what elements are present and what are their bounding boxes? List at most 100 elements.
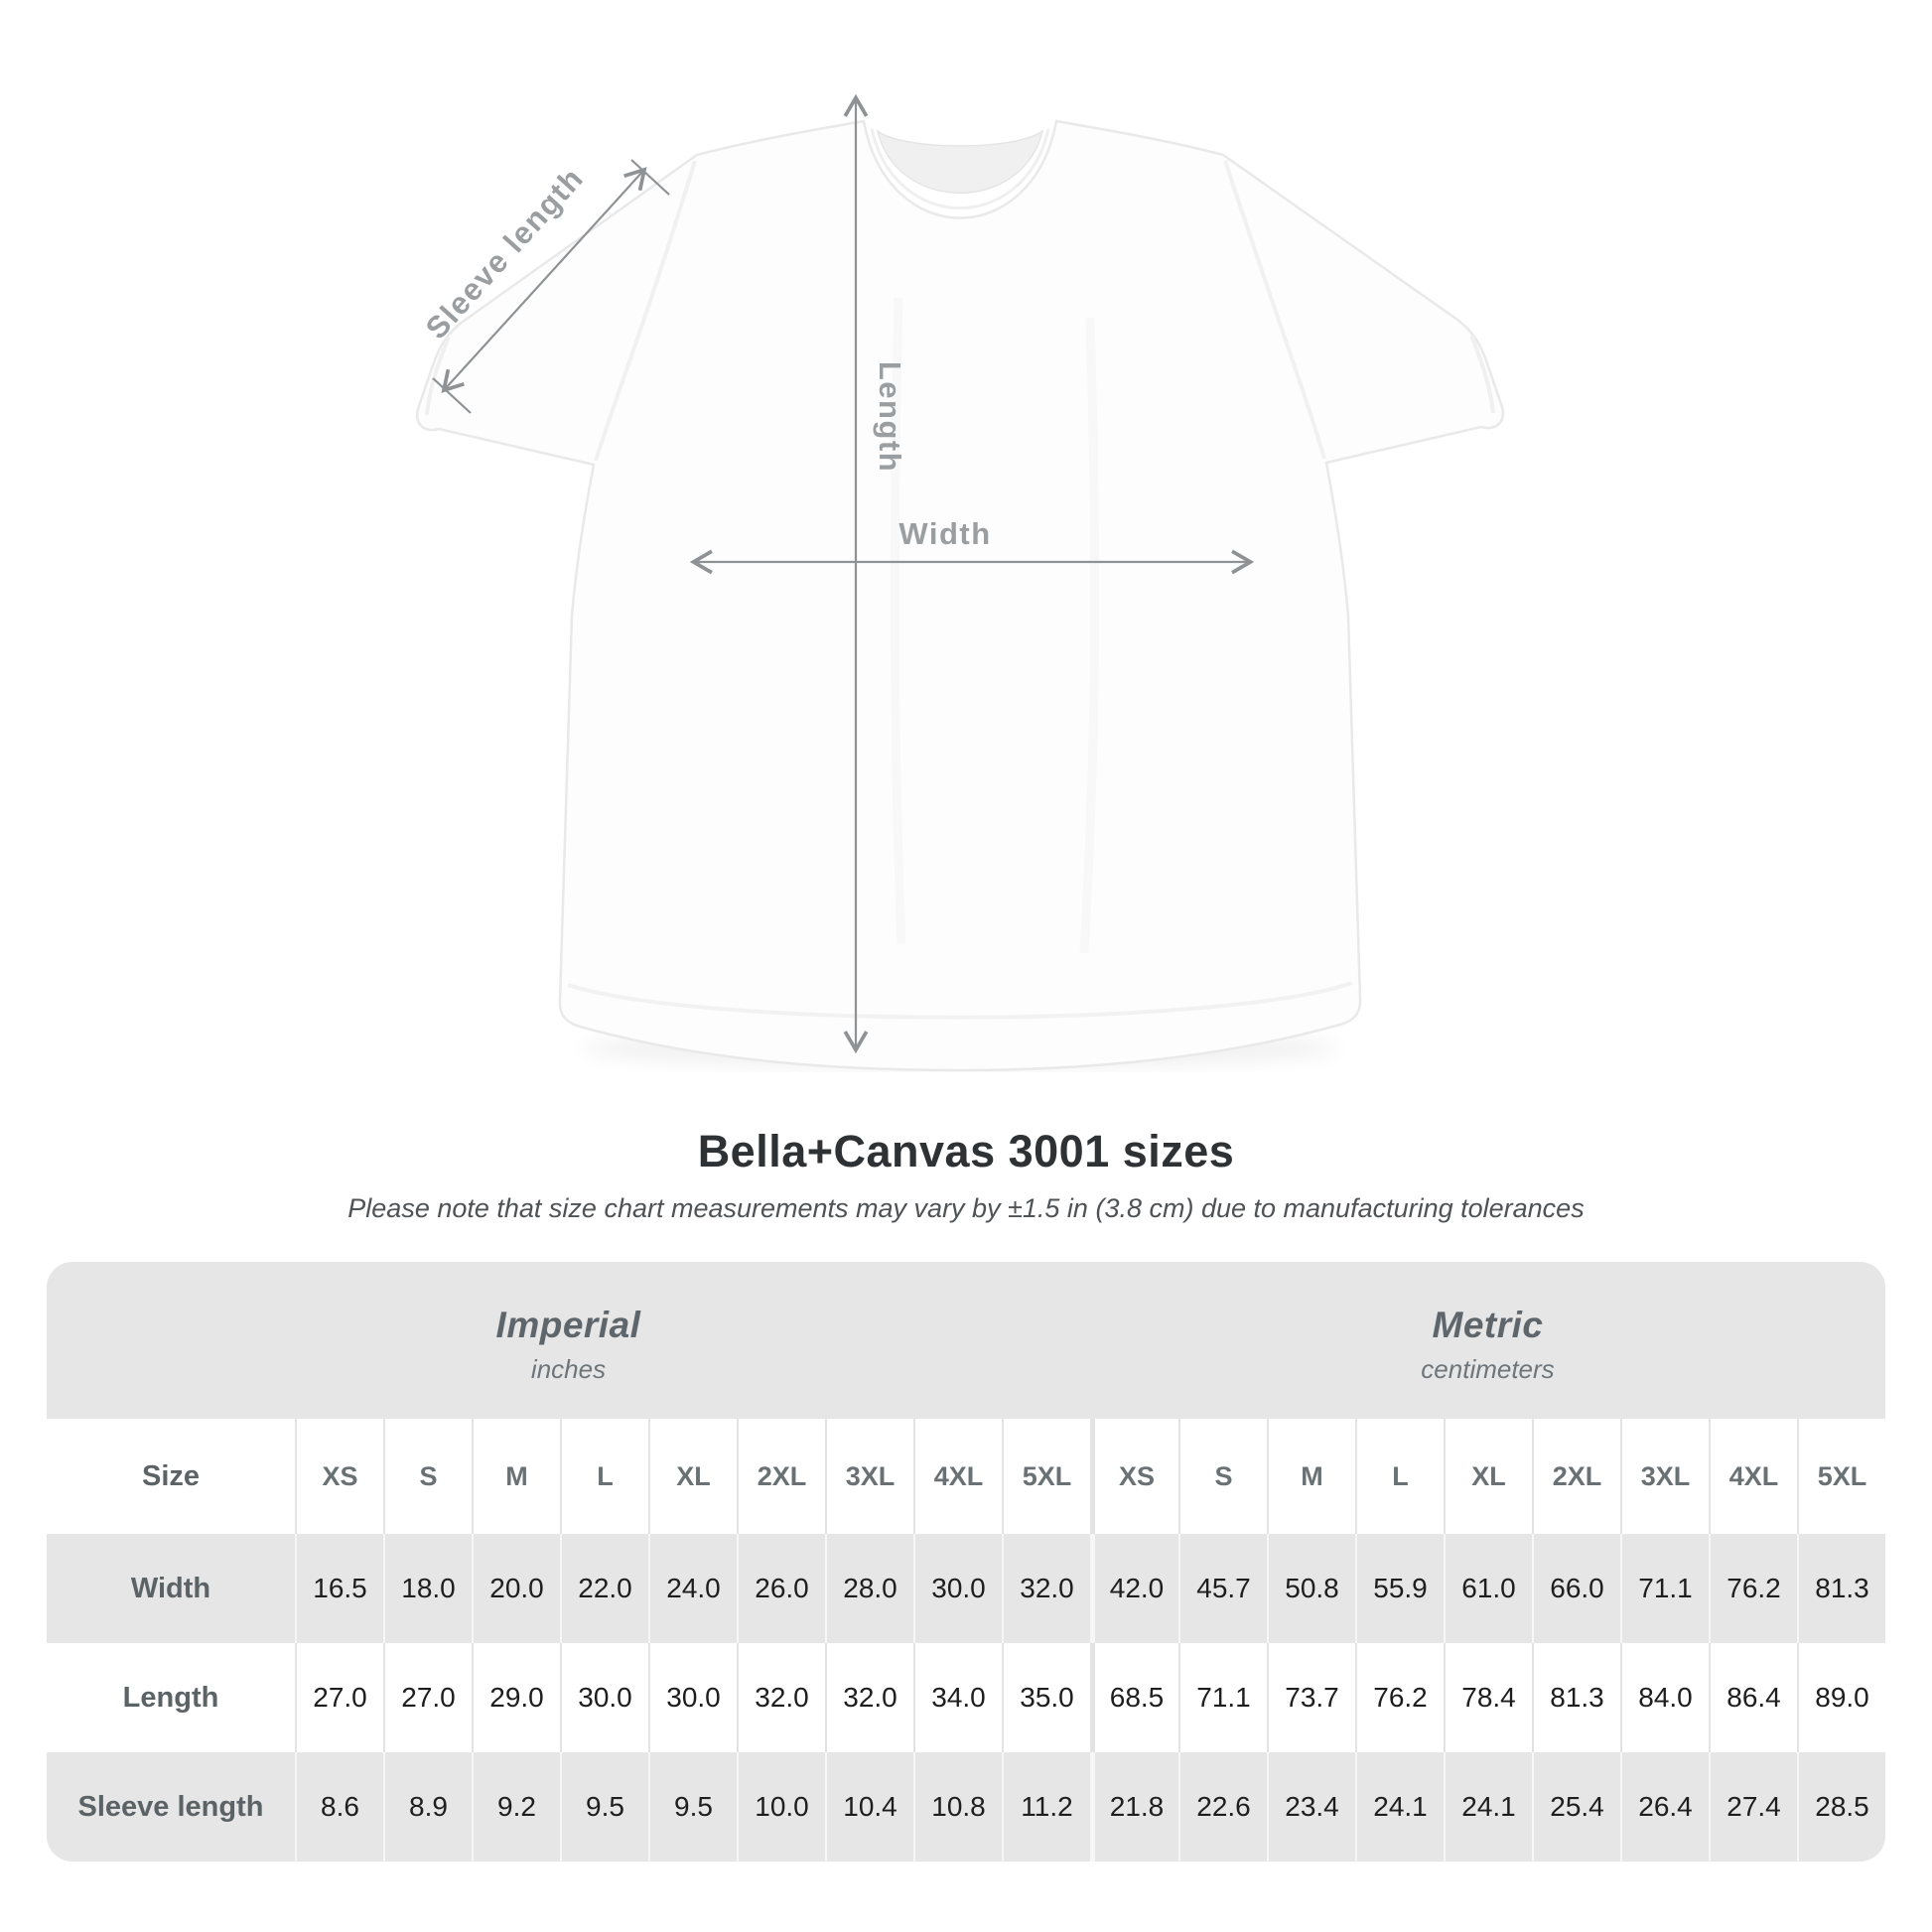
size-value-cell: 71.1: [1178, 1643, 1267, 1752]
imperial-units: inches: [530, 1353, 607, 1384]
size-value-cell: 23.4: [1267, 1752, 1355, 1862]
size-value-cell: 76.2: [1355, 1643, 1444, 1752]
size-value-cell: 9.2: [472, 1752, 560, 1862]
size-value-cell: 81.3: [1532, 1643, 1620, 1752]
size-value-cell: 50.8: [1267, 1534, 1355, 1643]
page-subtitle: Please note that size chart measurements…: [347, 1193, 1585, 1223]
width-label: Width: [898, 516, 991, 551]
size-value-cell: 34.0: [913, 1643, 1002, 1752]
size-value-cell: 30.0: [648, 1643, 737, 1752]
size-value-cell: 8.9: [383, 1752, 472, 1862]
size-value-cell: 22.0: [560, 1534, 648, 1643]
size-grid: Size XS S M L XL 2XL 3XL 4XL 5XL XS S M L XL 2XL 3XL 4XL 5…: [47, 1419, 1885, 1862]
size-value-cell: 76.2: [1709, 1534, 1797, 1643]
size-col-header: 4XL: [913, 1419, 1002, 1534]
size-value-cell: 89.0: [1797, 1643, 1885, 1752]
row-label: Width: [47, 1534, 295, 1643]
size-value-cell: 35.0: [1002, 1643, 1090, 1752]
size-col-header: L: [1355, 1419, 1444, 1534]
metric-units: centimeters: [1421, 1353, 1555, 1384]
imperial-title: Imperial: [495, 1304, 641, 1345]
size-value-cell: 78.4: [1444, 1643, 1532, 1752]
size-col-header: 4XL: [1709, 1419, 1797, 1534]
fold-line-1: [890, 297, 906, 944]
hem-line: [567, 981, 1353, 1020]
size-col-header: XS: [295, 1419, 383, 1534]
size-value-cell: 10.0: [737, 1752, 825, 1862]
size-value-cell: 11.2: [1002, 1752, 1090, 1862]
size-value-cell: 20.0: [472, 1534, 560, 1643]
size-col-header: 3XL: [1620, 1419, 1709, 1534]
sleeve-seam-right: [1223, 160, 1326, 460]
tshirt-diagram: Sleeve length Length Width: [415, 93, 1505, 1072]
size-value-cell: 27.0: [295, 1643, 383, 1752]
size-value-cell: 29.0: [472, 1643, 560, 1752]
collar-opening: [876, 129, 1044, 194]
sleeve-length-tick-top: [630, 159, 670, 196]
size-value-cell: 27.4: [1709, 1752, 1797, 1862]
fold-line-2: [1079, 317, 1100, 954]
size-col-header: L: [560, 1419, 648, 1534]
size-value-cell: 71.1: [1620, 1534, 1709, 1643]
size-value-cell: 28.5: [1797, 1752, 1885, 1862]
size-value-cell: 24.0: [648, 1534, 737, 1643]
size-col-header: 5XL: [1797, 1419, 1885, 1534]
size-value-cell: 32.0: [1002, 1534, 1090, 1643]
size-value-cell: 84.0: [1620, 1643, 1709, 1752]
size-col-header: M: [472, 1419, 560, 1534]
size-value-cell: 42.0: [1090, 1534, 1178, 1643]
size-col-header: XL: [1444, 1419, 1532, 1534]
size-header-label: Size: [47, 1419, 295, 1534]
size-value-cell: 61.0: [1444, 1534, 1532, 1643]
size-value-cell: 18.0: [383, 1534, 472, 1643]
size-col-header: 5XL: [1002, 1419, 1090, 1534]
size-value-cell: 30.0: [913, 1534, 1002, 1643]
size-value-cell: 10.4: [825, 1752, 913, 1862]
imperial-section-header: Imperial inches: [47, 1262, 1090, 1419]
size-value-cell: 24.1: [1444, 1752, 1532, 1862]
size-col-header: 3XL: [825, 1419, 913, 1534]
size-value-cell: 30.0: [560, 1643, 648, 1752]
size-col-header: 2XL: [737, 1419, 825, 1534]
size-value-cell: 10.8: [913, 1752, 1002, 1862]
size-value-cell: 21.8: [1090, 1752, 1178, 1862]
size-value-cell: 27.0: [383, 1643, 472, 1752]
size-value-cell: 81.3: [1797, 1534, 1885, 1643]
size-value-cell: 25.4: [1532, 1752, 1620, 1862]
collar-seam: [870, 128, 1050, 209]
size-col-header: XL: [648, 1419, 737, 1534]
size-value-cell: 26.4: [1620, 1752, 1709, 1862]
size-col-header: M: [1267, 1419, 1355, 1534]
size-value-cell: 55.9: [1355, 1534, 1444, 1643]
row-label: Length: [47, 1643, 295, 1752]
unit-section-band: Imperial inches Metric centimeters: [47, 1262, 1885, 1419]
size-value-cell: 26.0: [737, 1534, 825, 1643]
size-value-cell: 73.7: [1267, 1643, 1355, 1752]
size-value-cell: 22.6: [1178, 1752, 1267, 1862]
tshirt-body: [415, 119, 1505, 1072]
size-value-cell: 32.0: [737, 1643, 825, 1752]
size-col-header: XS: [1090, 1419, 1178, 1534]
metric-title: Metric: [1432, 1304, 1544, 1345]
size-col-header: S: [383, 1419, 472, 1534]
size-value-cell: 66.0: [1532, 1534, 1620, 1643]
size-value-cell: 28.0: [825, 1534, 913, 1643]
size-value-cell: 9.5: [648, 1752, 737, 1862]
size-value-cell: 16.5: [295, 1534, 383, 1643]
size-value-cell: 45.7: [1178, 1534, 1267, 1643]
size-value-cell: 9.5: [560, 1752, 648, 1862]
size-value-cell: 8.6: [295, 1752, 383, 1862]
cuff-line-right: [1469, 335, 1495, 414]
metric-section-header: Metric centimeters: [1090, 1262, 1885, 1419]
sleeve-length-tick-bottom: [432, 377, 472, 414]
size-col-header: 2XL: [1532, 1419, 1620, 1534]
length-label: Length: [873, 361, 907, 473]
page-title: Bella+Canvas 3001 sizes: [697, 1126, 1235, 1176]
size-value-cell: 24.1: [1355, 1752, 1444, 1862]
tshirt-illustration: Sleeve length Length Width: [415, 93, 1505, 1072]
size-value-cell: 68.5: [1090, 1643, 1178, 1752]
size-value-cell: 32.0: [825, 1643, 913, 1752]
size-table: Imperial inches Metric centimeters Size X…: [47, 1262, 1885, 1862]
size-col-header: S: [1178, 1419, 1267, 1534]
